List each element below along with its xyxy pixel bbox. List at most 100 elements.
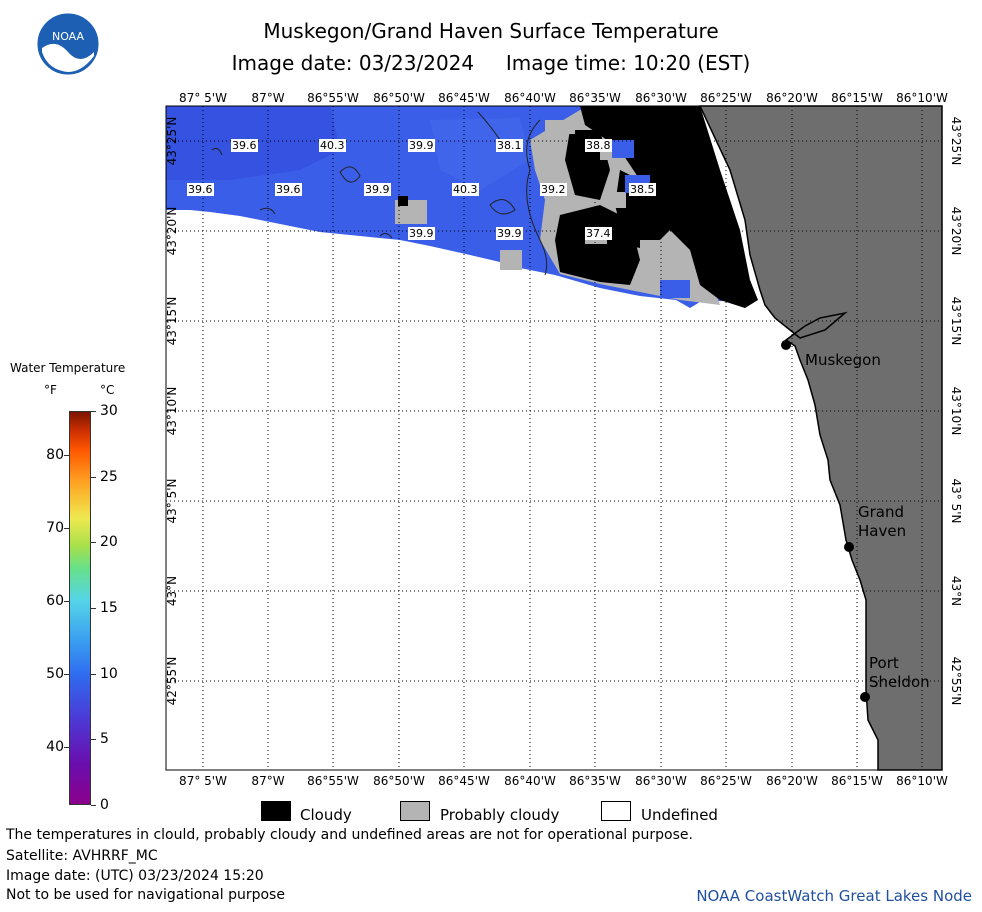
top-longitude-label: 87°W <box>251 91 285 105</box>
temp-label: 38.1 <box>496 139 523 152</box>
bottom-longitude-label: 87° 5'W <box>179 774 227 788</box>
celsius-tick-label: 15 <box>100 600 118 616</box>
bottom-longitude-label: 86°45'W <box>438 774 490 788</box>
bottom-longitude-label: 86°30'W <box>635 774 687 788</box>
temp-label: 37.4 <box>585 227 612 240</box>
top-longitude-label: 86°20'W <box>766 91 818 105</box>
celsius-tick-label: 20 <box>100 534 118 551</box>
fahrenheit-tick-label: 60 <box>46 592 64 609</box>
right-latitude-label: 43°15'N <box>949 296 963 346</box>
temp-label: 39.6 <box>187 183 214 196</box>
credit-text: NOAA CoastWatch Great Lakes Node <box>696 887 972 905</box>
right-latitude-label: 43°10'N <box>949 386 963 436</box>
logo-text: NOAA <box>52 30 85 43</box>
left-latitude-label: 43°N <box>165 575 179 607</box>
left-latitude-label: 43°25'N <box>165 116 179 166</box>
bottom-longitude-label: 86°50'W <box>373 774 425 788</box>
cloudy-swatch <box>261 801 291 821</box>
celsius-tick-label: 30 <box>100 403 118 419</box>
left-latitude-label: 43°20'N <box>165 206 179 256</box>
temp-label: 39.6 <box>231 139 258 152</box>
bottom-longitude-label: 86°10'W <box>896 774 948 788</box>
bottom-longitude-label: 86°25'W <box>700 774 752 788</box>
temperature-contours <box>211 111 548 276</box>
left-latitude-label: 42°55'N <box>165 656 179 706</box>
fahrenheit-tick-label: 50 <box>46 665 64 682</box>
celsius-tick-mark <box>91 542 96 544</box>
noaa-logo: NOAA <box>36 12 100 76</box>
muskegon-label: Muskegon <box>805 351 881 369</box>
celsius-tick-mark <box>91 739 96 741</box>
map-title: Muskegon/Grand Haven Surface Temperature <box>263 19 719 43</box>
top-longitude-label: 86°30'W <box>635 91 687 105</box>
top-longitude-label: 86°35'W <box>569 91 621 105</box>
probably-cloudy-swatch <box>400 801 430 821</box>
bottom-longitude-label: 86°20'W <box>766 774 818 788</box>
celsius-unit: °C <box>100 383 115 397</box>
map-subtitle: Image date: 03/23/2024 Image time: 10:20… <box>231 51 751 75</box>
port-sheldon-marker <box>860 692 870 702</box>
fahrenheit-tick-mark <box>64 527 69 529</box>
bottom-longitude-label: 86°40'W <box>504 774 556 788</box>
right-latitude-label: 43° 5'N <box>949 478 963 524</box>
bottom-longitude-label: 86°15'W <box>831 774 883 788</box>
fahrenheit-tick-label: 70 <box>46 519 64 536</box>
temp-label: 39.9 <box>364 183 391 196</box>
cloudy-label: Cloudy <box>300 806 352 824</box>
probably-cloudy-label: Probably cloudy <box>440 806 560 824</box>
celsius-tick-mark <box>91 673 96 675</box>
left-latitude-label: 43°10'N <box>165 386 179 436</box>
fahrenheit-tick-mark <box>64 454 69 456</box>
temp-label: 38.8 <box>585 139 612 152</box>
muskegon-marker <box>781 340 791 350</box>
bottom-longitude-label: 86°35'W <box>569 774 621 788</box>
top-longitude-label: 86°40'W <box>504 91 556 105</box>
fahrenheit-tick-mark <box>64 673 69 675</box>
left-latitude-label: 43° 5'N <box>165 478 179 524</box>
top-longitude-label: 87° 5'W <box>179 91 227 105</box>
land-area <box>698 105 943 771</box>
temperature-colorbar <box>69 411 91 805</box>
temp-label: 40.3 <box>452 183 479 196</box>
temp-label: 39.6 <box>275 183 302 196</box>
fahrenheit-tick-label: 40 <box>46 738 64 755</box>
top-longitude-label: 86°15'W <box>831 91 883 105</box>
celsius-tick-label: 10 <box>100 665 118 682</box>
footer-satellite: Satellite: AVHRRF_MC <box>6 848 158 864</box>
fahrenheit-tick-mark <box>64 746 69 748</box>
grand-haven-marker <box>844 542 854 552</box>
top-longitude-label: 86°25'W <box>700 91 752 105</box>
grand-haven-label: Grand Haven <box>858 503 907 540</box>
left-latitude-label: 43°15'N <box>165 296 179 346</box>
temp-label: 39.9 <box>408 139 435 152</box>
top-longitude-label: 86°10'W <box>896 91 948 105</box>
top-longitude-label: 86°55'W <box>307 91 359 105</box>
temp-label: 39.9 <box>496 227 523 240</box>
right-latitude-label: 43°20'N <box>949 206 963 256</box>
top-longitude-label: 86°50'W <box>373 91 425 105</box>
port-sheldon-label: Port Sheldon <box>869 654 930 691</box>
right-latitude-label: 42°55'N <box>949 656 963 706</box>
right-latitude-label: 43°N <box>949 575 963 607</box>
graticule <box>166 106 942 770</box>
celsius-tick-mark <box>91 805 96 806</box>
fahrenheit-tick-label: 80 <box>46 446 64 463</box>
undefined-label: Undefined <box>641 806 718 824</box>
celsius-tick-mark <box>91 476 96 478</box>
undefined-swatch <box>601 801 631 821</box>
celsius-tick-label: 0 <box>100 797 109 813</box>
fahrenheit-tick-mark <box>64 600 69 602</box>
bottom-longitude-label: 86°55'W <box>307 774 359 788</box>
temp-label: 38.5 <box>629 183 656 196</box>
temp-label: 39.9 <box>408 227 435 240</box>
celsius-tick-mark <box>91 411 96 412</box>
celsius-tick-label: 5 <box>100 731 109 748</box>
fahrenheit-unit: °F <box>44 383 57 397</box>
legend-title: Water Temperature <box>10 361 126 375</box>
footer-navigation-warning: Not to be used for navigational purpose <box>6 887 285 903</box>
footer-disclaimer: The temperatures in clould, probably clo… <box>6 827 693 843</box>
temp-label: 39.2 <box>540 183 567 196</box>
top-longitude-label: 86°45'W <box>438 91 490 105</box>
right-latitude-label: 43°25'N <box>949 116 963 166</box>
